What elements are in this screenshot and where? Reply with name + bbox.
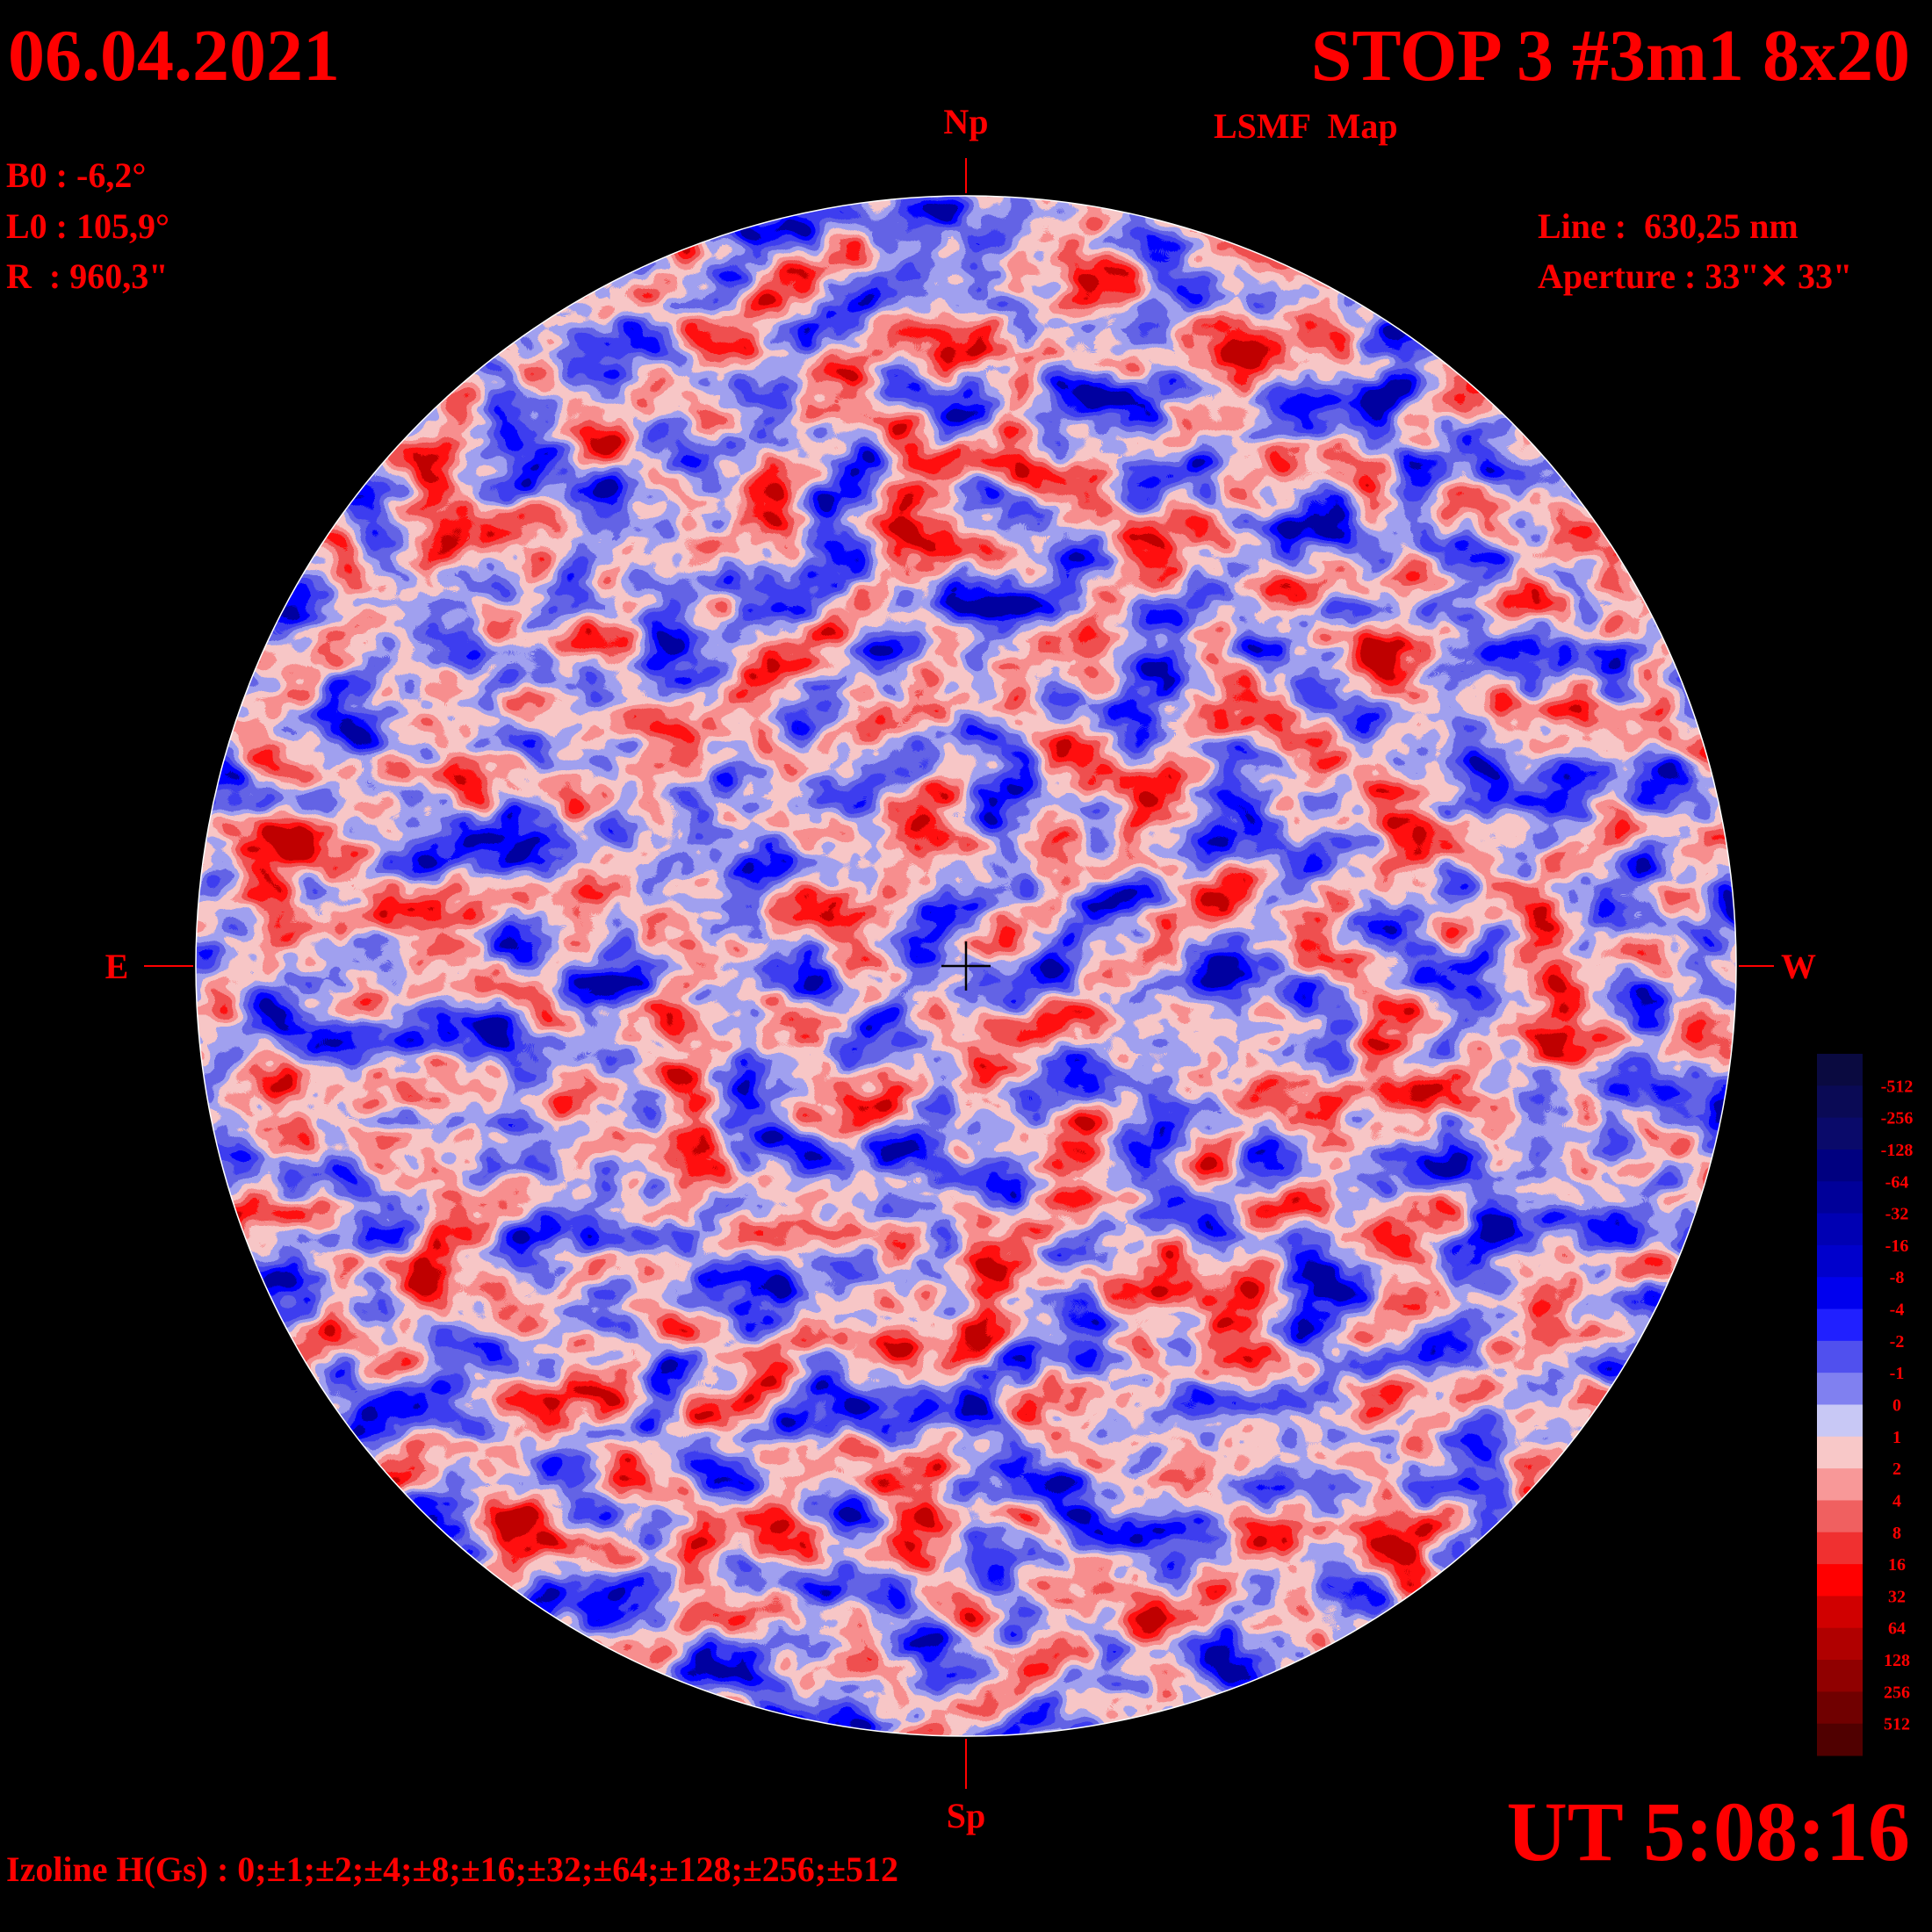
- aperture-info: Aperture : 33"✕ 33": [1538, 256, 1852, 296]
- legend-swatch: [1817, 1596, 1863, 1629]
- legend-swatch: [1817, 1404, 1863, 1438]
- crosshair: [941, 941, 991, 991]
- legend-swatch: [1817, 1564, 1863, 1597]
- legend-label: -8: [1890, 1268, 1905, 1287]
- legend-label: -2: [1890, 1332, 1905, 1352]
- legend-label: -4: [1890, 1301, 1905, 1320]
- legend-label: -512: [1881, 1077, 1914, 1096]
- legend-label: -32: [1885, 1205, 1909, 1224]
- line-info: Line : 630,25 nm: [1538, 206, 1799, 246]
- legend-swatch: [1817, 1149, 1863, 1182]
- legend-label: 32: [1888, 1587, 1906, 1606]
- legend-swatch: [1817, 1308, 1863, 1342]
- legend-label: 8: [1892, 1524, 1901, 1543]
- legend-swatch: [1817, 1340, 1863, 1373]
- legend-label: -64: [1885, 1172, 1909, 1192]
- legend-swatch: [1817, 1660, 1863, 1692]
- date: 06.04.2021: [8, 15, 340, 97]
- title: STOP 3 #3m1 8x20: [1311, 15, 1910, 97]
- ut-time: UT 5:08:16: [1506, 1784, 1910, 1878]
- legend-label: -128: [1881, 1141, 1914, 1160]
- legend-swatch: [1817, 1181, 1863, 1215]
- subtitle: LSMF Map: [1214, 106, 1398, 146]
- disk-limb: [195, 195, 1737, 1737]
- legend-swatch: [1817, 1117, 1863, 1150]
- legend-swatch: [1817, 1468, 1863, 1501]
- legend-label: -1: [1890, 1364, 1905, 1383]
- legend-swatch: [1817, 1054, 1863, 1086]
- legend-label: 2: [1892, 1460, 1901, 1479]
- legend-label: 16: [1888, 1555, 1906, 1575]
- north-label: Np: [943, 102, 988, 141]
- param-b0: B0 : -6,2°: [6, 155, 146, 195]
- legend-label: 128: [1884, 1651, 1910, 1670]
- param-l0: L0 : 105,9°: [6, 206, 169, 246]
- east-label: E: [105, 947, 129, 986]
- legend-swatch: [1817, 1627, 1863, 1661]
- legend-label: 256: [1884, 1683, 1910, 1702]
- legend-label: 64: [1888, 1619, 1906, 1639]
- legend-swatch: [1817, 1723, 1863, 1756]
- legend-label: -16: [1885, 1236, 1909, 1256]
- legend-swatch: [1817, 1500, 1863, 1533]
- param-r: R : 960,3": [6, 256, 168, 296]
- legend-swatch: [1817, 1373, 1863, 1405]
- legend-swatch: [1817, 1085, 1863, 1119]
- legend-swatch: [1817, 1213, 1863, 1246]
- legend-swatch: [1817, 1244, 1863, 1278]
- legend-label: -256: [1881, 1109, 1914, 1128]
- legend-swatch: [1817, 1436, 1863, 1469]
- izoline-levels: Izoline H(Gs) : 0;±1;±2;±4;±8;±16;±32;±6…: [6, 1849, 898, 1889]
- legend-label: 0: [1892, 1396, 1901, 1416]
- legend-label: 4: [1892, 1491, 1901, 1510]
- legend-swatch: [1817, 1277, 1863, 1310]
- west-label: W: [1781, 947, 1816, 986]
- legend-swatch: [1817, 1691, 1863, 1725]
- legend-swatch: [1817, 1532, 1863, 1565]
- south-label: Sp: [947, 1796, 986, 1835]
- legend-label: 1: [1892, 1428, 1901, 1447]
- color-legend: -512 -256 -128 -64 -32 -16 -8 -4 -2 -1 0 1 2 4 8 16 32 64…: [1817, 1054, 1913, 1756]
- legend-label: 512: [1884, 1715, 1910, 1734]
